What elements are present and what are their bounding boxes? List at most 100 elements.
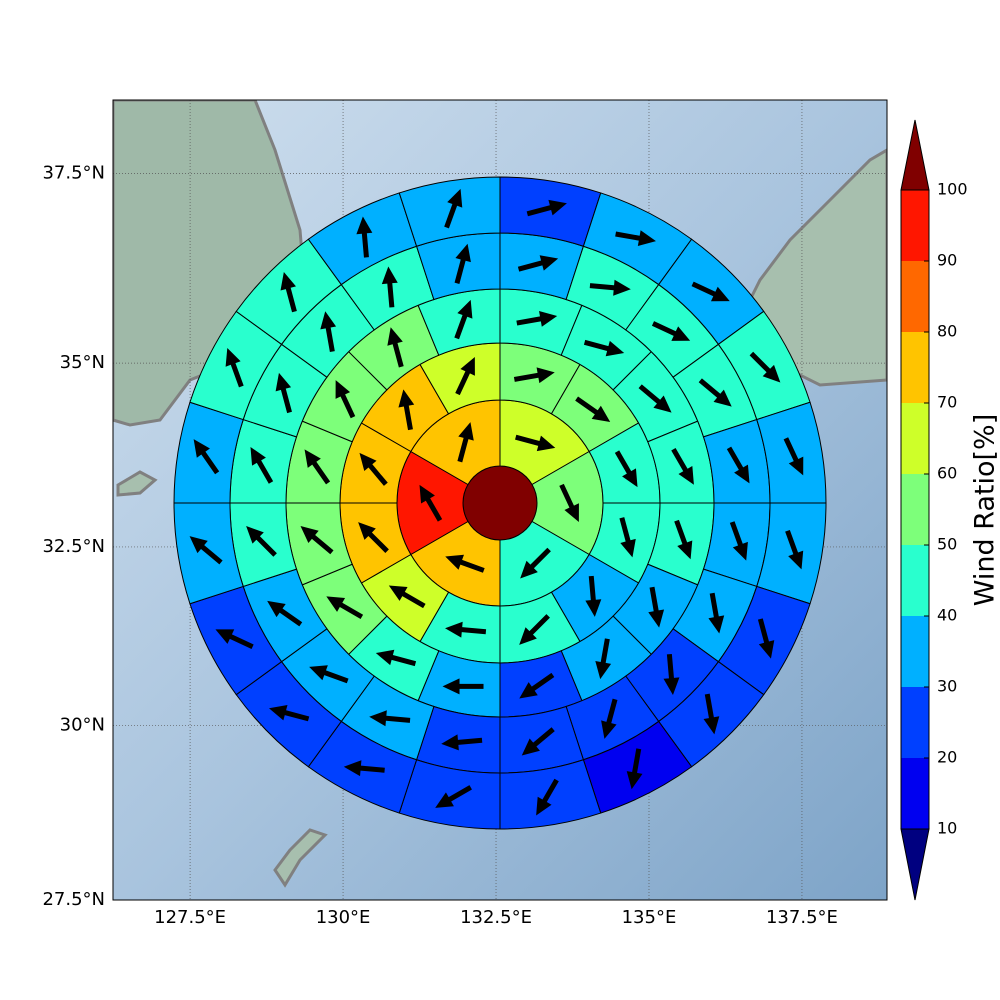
wind-arrow: [445, 621, 487, 638]
colorbar-bin: [901, 616, 929, 687]
wind-arrow: [536, 778, 559, 816]
wind-arrow: [783, 437, 804, 476]
wind-arrow: [280, 271, 297, 313]
wind-arrow: [335, 380, 356, 419]
wind-arrow: [419, 484, 443, 522]
sector: [398, 176, 501, 247]
wind-arrow: [785, 529, 804, 570]
wind-arrow: [516, 311, 558, 327]
colorbar-bin: [901, 474, 929, 545]
wind-arrow: [648, 586, 665, 628]
wind-arrow: [267, 600, 303, 627]
wind-arrow: [729, 521, 748, 561]
wind-arrows: [189, 188, 804, 816]
wind-arrow: [435, 785, 472, 808]
wind-arrow: [381, 266, 398, 308]
wind-arrow: [356, 216, 373, 258]
x-tick-label: 127.5°E: [154, 907, 226, 928]
jeju: [116, 470, 158, 497]
wind-arrow: [326, 596, 364, 620]
wind-arrow: [369, 710, 411, 727]
wind-arrow: [445, 554, 485, 573]
colorbar-bin: [901, 332, 929, 403]
colorbar-tick-label: 10: [937, 819, 957, 838]
colorbar-tick-label: 20: [937, 748, 957, 767]
wind-arrow: [300, 525, 334, 555]
wind-arrow: [304, 449, 331, 485]
axis-labels: 127.5°E 130°E 132.5°E 135°E 137.5°E 27.5°N 30°…: [42, 163, 837, 928]
wind-arrow: [359, 452, 388, 486]
wind-arrow: [589, 279, 631, 296]
wind-arrow: [583, 339, 625, 357]
wind-arrow: [455, 356, 475, 396]
wind-arrow: [651, 321, 691, 341]
wind-arrow: [698, 378, 732, 407]
wind-arrow: [375, 649, 417, 667]
wind-arrow: [749, 351, 781, 383]
wind-arrow: [517, 255, 559, 272]
y-tick-label: 27.5°N: [42, 889, 105, 910]
colorbar-tick-label: 40: [937, 606, 957, 625]
y-tick-label: 35°N: [60, 352, 105, 373]
y-tick-label: 37.5°N: [42, 163, 105, 184]
wind-arrow: [275, 372, 292, 414]
wind-arrow: [601, 698, 618, 739]
colorbar-tick-label: 90: [937, 251, 957, 270]
wind-arrow: [519, 614, 550, 645]
wind-arrow: [614, 450, 638, 488]
wind-arrow: [615, 230, 656, 247]
y-tick-label: 30°N: [60, 715, 105, 736]
wind-arrow: [320, 311, 337, 353]
wind-arrow: [442, 678, 484, 695]
wind-arrow: [559, 483, 579, 523]
wind-arrow: [358, 522, 389, 553]
colorbar-tick-label: 30: [937, 677, 957, 696]
wind-arrow: [513, 367, 555, 384]
wind-arrow: [638, 384, 672, 413]
sectors: [173, 176, 827, 830]
colorbar-bin: [901, 403, 929, 474]
wind-arrow: [674, 519, 693, 560]
wind-arrow: [388, 585, 426, 609]
wind-arrow: [595, 638, 612, 680]
wind-arrow: [215, 629, 254, 650]
wind-arrow: [343, 760, 385, 777]
wind-arrow: [519, 672, 555, 699]
wind-arrow: [703, 693, 720, 735]
colorbar-tick-label: 70: [937, 393, 957, 412]
colorbar-label: Wind Ratio[%]: [970, 414, 1000, 606]
wind-arrow: [520, 547, 551, 579]
colorbar-tick-label: 60: [937, 464, 957, 483]
wind-arrow: [691, 281, 730, 302]
colorbar-frame: [900, 189, 930, 830]
wind-arrow: [309, 665, 349, 684]
wind-arrow: [225, 347, 244, 388]
islands: [273, 828, 328, 888]
wind-arrow: [619, 517, 636, 558]
wind-arrow: [189, 536, 223, 565]
colorbar-bin: [901, 261, 929, 332]
wind-arrow: [575, 396, 611, 423]
wind-arrow: [457, 422, 474, 463]
wind-arrow: [454, 299, 473, 340]
colorbar-tick-label: 80: [937, 322, 957, 341]
wind-arrow: [757, 618, 775, 659]
wind-arrow: [441, 734, 483, 751]
wind-arrow: [708, 592, 725, 634]
x-tick-label: 130°E: [316, 907, 371, 928]
wind-arrow: [626, 748, 643, 790]
x-tick-label: 135°E: [622, 907, 677, 928]
colorbar-over: [900, 119, 930, 191]
colorbar-bin: [901, 687, 929, 758]
wind-arrow: [246, 526, 277, 557]
y-tick-label: 32.5°N: [42, 536, 105, 557]
colorbar: 10 20 30 40 50 60 70 80 90 100: [900, 119, 968, 901]
colorbar-bin: [901, 545, 929, 616]
wind-arrow: [585, 575, 602, 617]
wind-arrow: [726, 446, 750, 484]
map-frame: [112, 99, 888, 901]
wind-arrow: [387, 327, 404, 368]
colorbar-tick-label: 100: [937, 180, 968, 199]
